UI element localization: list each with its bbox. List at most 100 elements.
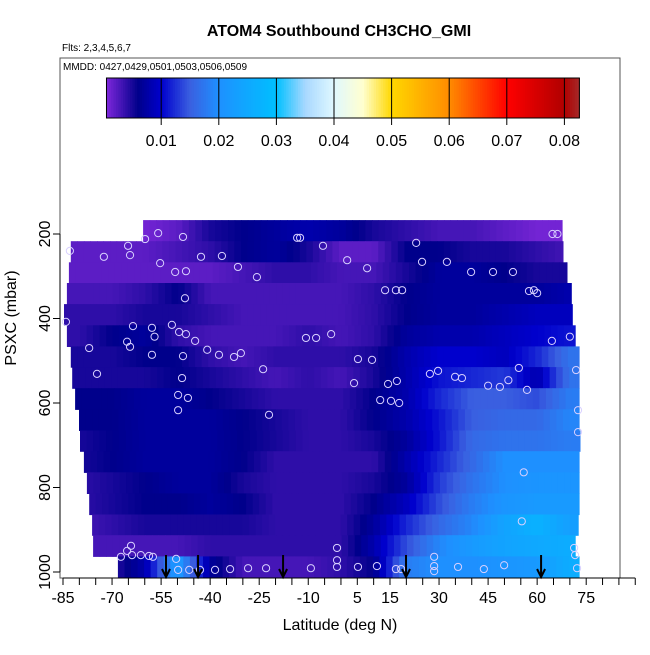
heatmap-cell (381, 472, 389, 494)
heatmap-cell (240, 346, 248, 368)
heatmap-cell (288, 556, 296, 578)
heatmap-cell (281, 556, 289, 578)
heatmap-cell (404, 304, 412, 326)
heatmap-cell (565, 262, 568, 284)
heatmap-cell (165, 283, 173, 305)
heatmap-cell (560, 493, 568, 516)
heatmap-cell (496, 220, 504, 242)
heatmap-cell (99, 430, 107, 452)
heatmap-cell (315, 535, 323, 557)
observation-marker (147, 323, 157, 332)
heatmap-cell (556, 514, 564, 536)
heatmap-cell (438, 556, 446, 578)
heatmap-cell (191, 472, 199, 494)
heatmap-cell (478, 325, 486, 347)
heatmap-cell (337, 493, 345, 516)
observation-marker (412, 238, 421, 247)
colorbar-swatch (451, 78, 455, 118)
heatmap-cell (428, 388, 436, 410)
heatmap-cell (295, 283, 303, 305)
heatmap-cell (391, 220, 399, 242)
heatmap-cell (412, 556, 420, 578)
colorbar-swatch (416, 78, 420, 118)
colorbar-swatch (527, 78, 531, 118)
heatmap-cell (488, 493, 496, 516)
colorbar-swatch (111, 78, 115, 118)
heatmap-cell (328, 283, 336, 305)
colorbar-swatch (243, 78, 247, 118)
heatmap-cell (294, 556, 302, 578)
heatmap-cell (335, 535, 343, 557)
heatmap-cell (86, 430, 94, 452)
heatmap-cell (315, 472, 323, 494)
heatmap-cell (449, 304, 457, 326)
colorbar-swatch (399, 78, 403, 118)
heatmap-cell (526, 262, 534, 284)
heatmap-cell (319, 451, 327, 473)
heatmap-cell (212, 262, 220, 284)
heatmap-cell (413, 430, 421, 452)
heatmap-cell (230, 535, 238, 557)
heatmap-cell (309, 472, 317, 494)
observation-marker (573, 428, 583, 437)
observation-marker (99, 252, 108, 261)
colorbar-swatch (257, 78, 261, 118)
observation-marker (154, 229, 163, 238)
observation-marker (327, 330, 336, 339)
heatmap-cell (400, 430, 408, 452)
heatmap-cell (313, 220, 321, 242)
heatmap-cell (284, 262, 292, 284)
observation-markers (61, 229, 583, 576)
heatmap-cell (448, 493, 456, 516)
heatmap-cell (300, 220, 308, 242)
colorbar-swatch (402, 78, 405, 118)
colorbar-swatch (409, 78, 412, 118)
heatmap-cell (345, 346, 353, 368)
heatmap-cell (158, 472, 166, 494)
heatmap-cell (441, 388, 449, 410)
heatmap-cell (516, 367, 524, 389)
heatmap-cell (124, 556, 132, 578)
heatmap-cell (229, 367, 237, 389)
heatmap-cell (132, 325, 140, 347)
heatmap-cell (103, 304, 111, 326)
heatmap-cell (409, 262, 417, 284)
heatmap-cell (273, 220, 281, 242)
heatmap-cell (524, 283, 532, 305)
colorbar-swatch (465, 78, 469, 118)
heatmap-cell (292, 304, 300, 326)
heatmap-cell (456, 451, 464, 473)
heatmap-cell (474, 262, 482, 284)
heatmap-cell (263, 535, 271, 557)
heatmap-cell (97, 241, 105, 263)
colorbar-swatch (425, 78, 429, 118)
colorbar-swatch (198, 78, 202, 118)
heatmap-cell (346, 556, 354, 578)
heatmap-cell (109, 304, 117, 326)
heatmap-cell (343, 388, 351, 410)
heatmap-cell (418, 556, 426, 578)
heatmap-cell (564, 430, 572, 452)
heatmap-cell (276, 472, 284, 494)
heatmap-cell (410, 346, 418, 368)
colorbar-swatch (250, 78, 254, 118)
heatmap-cell (188, 346, 196, 368)
heatmap-cell (387, 430, 395, 452)
heatmap-cell (431, 367, 439, 389)
colorbar-swatch (151, 78, 155, 118)
colorbar-swatch (361, 78, 365, 118)
heatmap-cell (347, 409, 355, 431)
heatmap-cell (444, 220, 452, 242)
heatmap-cell (458, 409, 466, 431)
heatmap-cell (497, 367, 505, 389)
heatmap-cell (304, 262, 312, 284)
heatmap-cell (255, 367, 263, 389)
heatmap-cell (328, 325, 336, 347)
heatmap-cell (319, 220, 327, 242)
heatmap-cell (505, 535, 513, 557)
observation-marker (372, 561, 382, 571)
heatmap-cell (222, 367, 230, 389)
heatmap-cell (535, 346, 543, 368)
heatmap-cell (452, 325, 460, 347)
